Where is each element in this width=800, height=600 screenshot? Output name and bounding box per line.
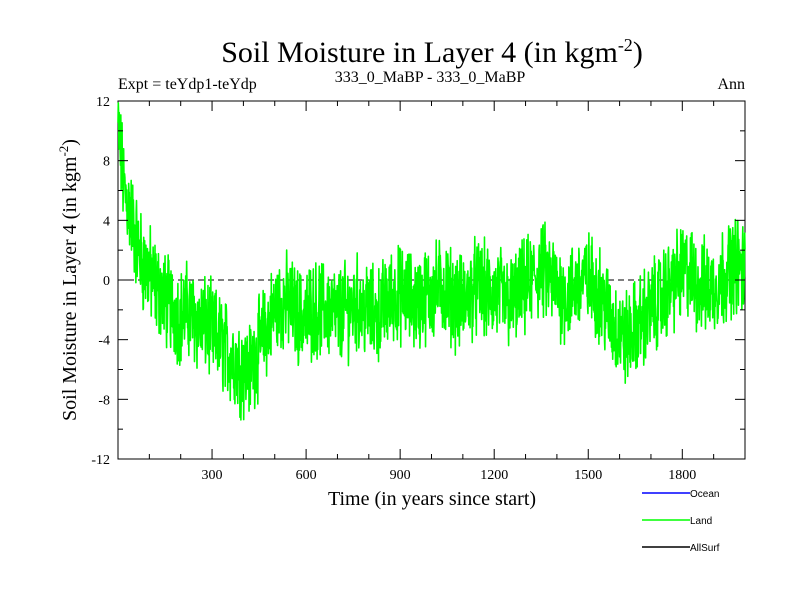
- season-label: Ann: [717, 76, 745, 93]
- y-tick-label: 0: [103, 274, 110, 289]
- x-tick-label: 1800: [668, 468, 696, 483]
- x-tick-label: 600: [296, 468, 317, 483]
- period-label: 333_0_MaBP - 333_0_MaBP: [335, 69, 526, 86]
- x-tick-label: 300: [202, 468, 223, 483]
- y-tick-label: 4: [103, 214, 110, 229]
- x-tick-label: 900: [390, 468, 411, 483]
- x-axis-label: Time (in years since start): [328, 488, 536, 510]
- legend-label-allsurf: AllSurf: [690, 543, 720, 554]
- y-tick-label: -12: [91, 453, 110, 468]
- legend-label-land: Land: [690, 516, 712, 527]
- series-group: [117, 102, 746, 421]
- legend: Ocean Land AllSurf: [642, 489, 720, 554]
- x-tick-label: 1500: [574, 468, 602, 483]
- y-tick-label: -4: [98, 334, 110, 349]
- y-tick-label: -8: [98, 393, 110, 408]
- axis-ticks: 300 600 900 1200 1500 1800 12 8 4 0 -4 -8 -12: [91, 95, 745, 483]
- y-axis-label-close: ): [59, 139, 81, 146]
- series-line-land: [117, 102, 746, 421]
- legend-label-ocean: Ocean: [690, 489, 719, 500]
- y-axis-label: Soil Moisture in Layer 4 (in kgm-2): [56, 139, 81, 421]
- experiment-label: Expt = teYdp1-teYdp: [118, 76, 257, 93]
- y-tick-label: 12: [96, 95, 110, 110]
- chart-title: Soil Moisture in Layer 4 (in kgm-2): [221, 35, 643, 69]
- y-tick-label: 8: [103, 155, 110, 170]
- x-tick-label: 1200: [480, 468, 508, 483]
- chart-title-close: ): [633, 36, 643, 69]
- y-axis-label-sup: -2: [56, 146, 71, 157]
- chart-title-sup: -2: [618, 35, 633, 55]
